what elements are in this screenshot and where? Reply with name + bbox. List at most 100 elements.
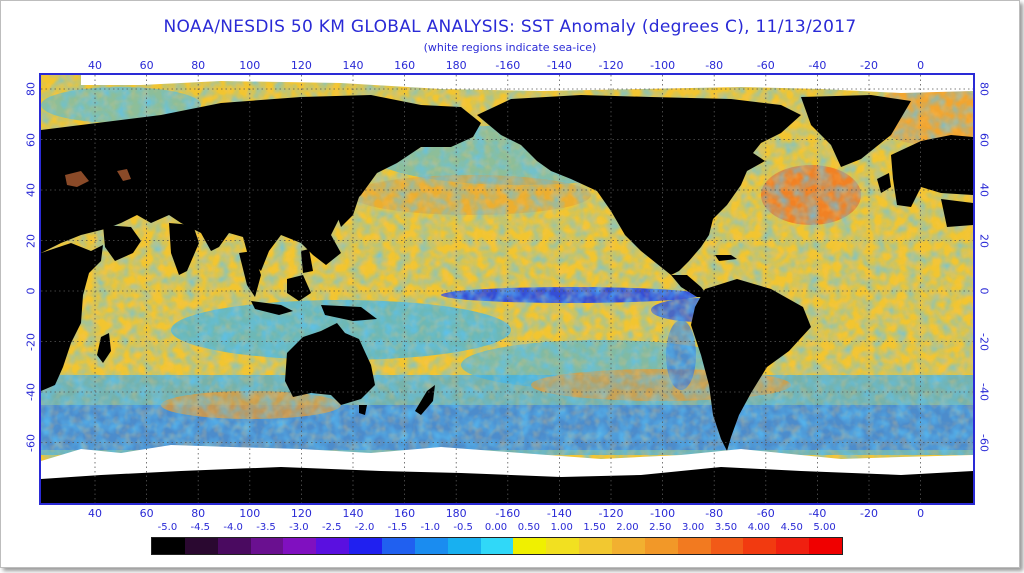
legend-label: 4.50 xyxy=(780,522,803,533)
legend-label: 5.00 xyxy=(813,522,836,533)
longitude-label: 180 xyxy=(445,59,467,72)
longitude-label: -120 xyxy=(598,59,624,72)
longitude-label: 60 xyxy=(139,59,154,72)
longitude-label: -140 xyxy=(546,507,572,520)
legend-label: 0.00 xyxy=(484,522,508,533)
latitude-label: -20 xyxy=(24,332,38,351)
longitude-label: 40 xyxy=(88,59,102,72)
legend-swatch xyxy=(152,538,185,554)
latitude-label: -60 xyxy=(977,433,991,452)
legend-label: 0.50 xyxy=(517,522,540,533)
chart-subtitle: (white regions indicate sea-ice) xyxy=(423,41,597,54)
longitude-label: -80 xyxy=(705,507,724,520)
legend-label: 4.00 xyxy=(747,522,770,533)
longitude-label: 0 xyxy=(917,507,925,520)
legend-swatch xyxy=(349,538,383,554)
legend-label: -3.0 xyxy=(289,522,309,533)
legend-swatch xyxy=(316,538,350,554)
legend-swatch xyxy=(283,538,317,554)
south-america-land xyxy=(691,279,811,451)
legend-label: -5.0 xyxy=(157,522,178,533)
longitude-label: 60 xyxy=(139,507,154,520)
latitude-label: 60 xyxy=(977,132,991,147)
longitude-label: -40 xyxy=(808,59,827,72)
legend-label: 3.00 xyxy=(682,522,705,533)
legend-swatch xyxy=(546,538,580,554)
longitude-label: 160 xyxy=(394,507,416,520)
longitude-labels-top: 40 60 80 100 120 140 160 180 -160 -140 -120 -100 -80… xyxy=(1,59,1019,73)
sea-ice xyxy=(41,75,973,479)
latitude-label: 40 xyxy=(24,183,38,197)
eurasia-land xyxy=(41,95,481,271)
latitude-label: 20 xyxy=(24,233,38,248)
legend-label: -2.0 xyxy=(354,522,375,533)
latitude-label: -60 xyxy=(24,433,38,452)
legend-swatch xyxy=(644,538,678,554)
legend-swatch xyxy=(809,538,843,554)
legend-swatch xyxy=(250,538,284,554)
longitude-label: -100 xyxy=(650,507,676,520)
legend-label: -1.5 xyxy=(387,522,408,533)
sst-anomaly-map xyxy=(39,73,975,505)
legend-swatch xyxy=(776,538,810,554)
longitude-label: 100 xyxy=(239,59,261,72)
latitude-label: 0 xyxy=(977,287,991,295)
longitude-label: 80 xyxy=(191,507,206,520)
longitude-label: 0 xyxy=(917,59,925,72)
longitude-label: -20 xyxy=(860,59,878,72)
longitude-label: 80 xyxy=(191,59,206,72)
latitude-label: 80 xyxy=(977,82,991,96)
latitude-label: -40 xyxy=(977,383,991,401)
longitude-label: -160 xyxy=(495,59,521,72)
australia-land xyxy=(285,323,375,405)
longitude-label: -60 xyxy=(756,507,775,520)
longitude-label: -120 xyxy=(598,507,624,520)
legend-swatch xyxy=(217,538,251,554)
longitude-label: -20 xyxy=(860,507,878,520)
longitude-label: 120 xyxy=(290,507,312,520)
longitude-label: 140 xyxy=(342,59,364,72)
legend-swatch xyxy=(414,538,448,554)
longitude-label: 180 xyxy=(445,507,467,520)
longitude-label: -160 xyxy=(495,507,521,520)
longitude-label: -60 xyxy=(756,59,775,72)
legend-swatch xyxy=(447,538,481,554)
legend-swatch xyxy=(382,538,415,554)
north-america-land xyxy=(477,95,801,275)
legend-label: 2.00 xyxy=(616,522,639,533)
legend-label: 1.50 xyxy=(583,522,606,533)
longitude-label: -80 xyxy=(705,59,724,72)
lat-lon-grid xyxy=(41,75,973,503)
latitude-label: 40 xyxy=(977,183,991,197)
latitude-label: 60 xyxy=(24,132,38,147)
longitude-label: -100 xyxy=(650,59,676,72)
latitude-label: -20 xyxy=(977,332,991,351)
color-legend-bar xyxy=(151,537,843,555)
latitude-label: 20 xyxy=(977,233,991,248)
legend-swatch xyxy=(710,538,744,554)
longitude-label: 120 xyxy=(290,59,312,72)
longitude-labels-bottom: 40 60 80 100 120 140 160 180 -160 -140 -120 -100 -80… xyxy=(1,507,1019,521)
legend-labels: -5.0 -4.5 -4.0 -3.5 -3.0 -2.5 -2.0 -1.5 -1.0 -0.5… xyxy=(1,522,1019,536)
legend-label: -2.5 xyxy=(321,522,342,533)
legend-swatch xyxy=(184,538,218,554)
legend-swatch xyxy=(677,538,711,554)
longitude-label: 40 xyxy=(88,507,102,520)
inland-sea-2 xyxy=(117,169,131,181)
legend-label: -4.5 xyxy=(190,522,211,533)
inland-sea xyxy=(65,171,89,187)
legend-label: -3.5 xyxy=(256,522,276,533)
longitude-label: -40 xyxy=(808,507,827,520)
chart-title: NOAA/NESDIS 50 KM GLOBAL ANALYSIS: SST A… xyxy=(163,17,857,37)
africa-land xyxy=(41,243,103,391)
map-canvas xyxy=(41,75,973,503)
legend-label: 3.50 xyxy=(714,522,738,533)
longitude-label: 140 xyxy=(342,507,364,520)
legend-swatch xyxy=(579,538,613,554)
legend-swatch xyxy=(513,538,547,554)
legend-swatch xyxy=(480,538,514,554)
longitude-label: 100 xyxy=(239,507,261,520)
longitude-label: -140 xyxy=(546,59,572,72)
legend-label: 1.00 xyxy=(550,522,573,533)
